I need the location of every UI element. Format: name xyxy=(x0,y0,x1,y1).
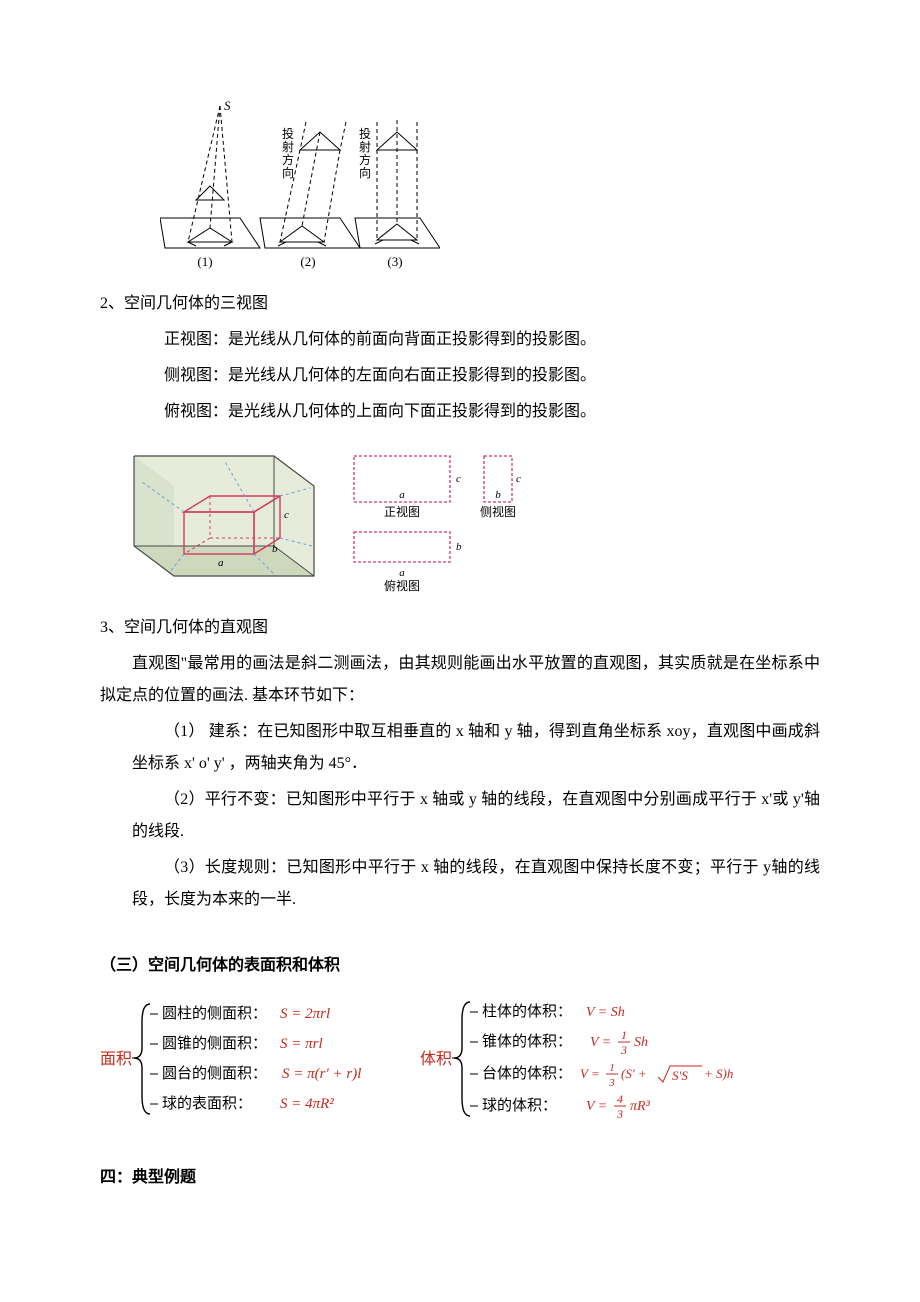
area-label: 面积 xyxy=(100,1050,132,1068)
svg-text:1: 1 xyxy=(609,1062,615,1074)
side-c: c xyxy=(516,473,521,485)
area-row-1-label: 圆锥的侧面积： xyxy=(162,1035,267,1052)
dim-a-3d: a xyxy=(218,557,224,569)
three-views-svg: a b c a c 正视图 b c 侧视图 b a 俯视图 xyxy=(124,446,544,596)
section3-title: 3、空间几何体的直观图 xyxy=(100,612,820,644)
front-a: a xyxy=(399,489,405,501)
vol-row-1-f: V = 1 3 Sh xyxy=(590,1028,648,1057)
top-b: b xyxy=(456,541,462,553)
proj-sub-2: (2) xyxy=(300,254,315,269)
page: S 投射方向 xyxy=(0,0,920,1274)
area-row-1-f: S = πrl xyxy=(280,1036,323,1052)
section3-rule-3: （3）长度规则：已知图形中平行于 x 轴的线段，在直观图中保持长度不变；平行于 … xyxy=(100,852,820,916)
svg-text:4: 4 xyxy=(617,1092,623,1106)
section2-line-2: 侧视图：是光线从几何体的左面向右面正投影得到的投影图。 xyxy=(100,360,820,392)
area-row-3-label: 球的表面积： xyxy=(162,1095,252,1112)
area-vol-heading: （三）空间几何体的表面积和体积 xyxy=(100,950,820,982)
area-vol-svg: 面积 圆柱的侧面积： S = 2πrl 圆锥的侧面积： S = πrl 圆台的侧… xyxy=(100,990,820,1126)
area-row-2-label: 圆台的侧面积： xyxy=(162,1065,267,1082)
svg-text:πR³: πR³ xyxy=(630,1099,651,1114)
svg-text:(S′ +: (S′ + xyxy=(621,1066,647,1081)
vol-row-3-f: V = 4 3 πR³ xyxy=(586,1092,651,1121)
area-vol-formulas: 面积 圆柱的侧面积： S = 2πrl 圆锥的侧面积： S = πrl 圆台的侧… xyxy=(100,990,820,1126)
vol-row-2-f: V = 1 3 (S′ + S′S + S)h xyxy=(580,1062,733,1089)
section2-line-3: 俯视图：是光线从几何体的上面向下面正投影得到的投影图。 xyxy=(100,396,820,428)
vol-row-1-label: 锥体的体积： xyxy=(482,1033,572,1050)
svg-text:3: 3 xyxy=(620,1043,627,1057)
area-row-2-f: S = π(r′ + r)l xyxy=(282,1066,361,1082)
apex-label: S xyxy=(224,100,231,113)
svg-text:3: 3 xyxy=(608,1077,615,1089)
front-c: c xyxy=(456,473,461,485)
projection-svg: S 投射方向 xyxy=(160,100,440,270)
side-b: b xyxy=(495,489,501,501)
svg-text:V =: V = xyxy=(580,1066,600,1081)
area-row-3-f: S = 4πR² xyxy=(280,1096,334,1112)
dim-c-3d: c xyxy=(284,509,289,521)
projection-figure: S 投射方向 xyxy=(160,100,820,282)
svg-text:1: 1 xyxy=(621,1028,627,1042)
front-caption: 正视图 xyxy=(384,504,420,519)
vol-row-0-label: 柱体的体积： xyxy=(482,1003,572,1020)
top-caption: 俯视图 xyxy=(384,578,420,593)
svg-text:+ S)h: + S)h xyxy=(704,1066,733,1081)
proj-sub-1: (1) xyxy=(197,254,212,269)
section3-rule-2: （2）平行不变：已知图形中平行于 x 轴或 y 轴的线段，在直观图中分别画成平行… xyxy=(100,784,820,848)
section2-line-1: 正视图：是光线从几何体的前面向背面正投影得到的投影图。 xyxy=(100,324,820,356)
area-row-0-label: 圆柱的侧面积： xyxy=(162,1005,267,1022)
svg-text:V =: V = xyxy=(590,1035,611,1050)
proj-dir-label-2: 投射方向 xyxy=(282,126,294,180)
svg-text:S′S: S′S xyxy=(672,1068,688,1083)
svg-text:Sh: Sh xyxy=(634,1035,648,1050)
vol-row-3-label: 球的体积： xyxy=(482,1097,557,1114)
examples-heading: 四：典型例题 xyxy=(100,1162,820,1194)
dim-b-3d: b xyxy=(272,543,278,555)
proj-dir-label-3: 投射方向 xyxy=(359,126,371,180)
three-views-figure: a b c a c 正视图 b c 侧视图 b a 俯视图 xyxy=(124,446,820,596)
section3-intro: 直观图"最常用的画法是斜二测画法，由其规则能画出水平放置的直观图，其实质就是在坐… xyxy=(100,648,820,712)
svg-text:3: 3 xyxy=(616,1107,623,1121)
svg-text:V =: V = xyxy=(586,1099,607,1114)
vol-label: 体积 xyxy=(420,1050,452,1068)
proj-sub-3: (3) xyxy=(387,254,402,269)
side-caption: 侧视图 xyxy=(480,504,516,519)
vol-row-0-f: V = Sh xyxy=(586,1005,625,1020)
area-row-0-f: S = 2πrl xyxy=(280,1006,330,1022)
section3-rule-1: （1） 建系：在已知图形中取互相垂直的 x 轴和 y 轴，得到直角坐标系 xoy… xyxy=(100,716,820,780)
section2-title: 2、空间几何体的三视图 xyxy=(100,288,820,320)
vol-row-2-label: 台体的体积： xyxy=(482,1065,572,1082)
top-a: a xyxy=(399,567,405,579)
